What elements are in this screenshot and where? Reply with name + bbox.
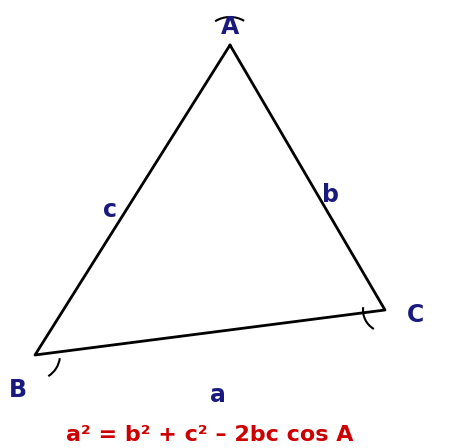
Text: c: c bbox=[103, 198, 117, 222]
Text: a² = b² + c² – 2bc cos A: a² = b² + c² – 2bc cos A bbox=[66, 425, 354, 445]
Text: b: b bbox=[322, 183, 339, 207]
Text: A: A bbox=[221, 15, 239, 39]
Text: a: a bbox=[210, 383, 226, 407]
Text: C: C bbox=[406, 303, 424, 327]
Text: B: B bbox=[9, 378, 27, 402]
